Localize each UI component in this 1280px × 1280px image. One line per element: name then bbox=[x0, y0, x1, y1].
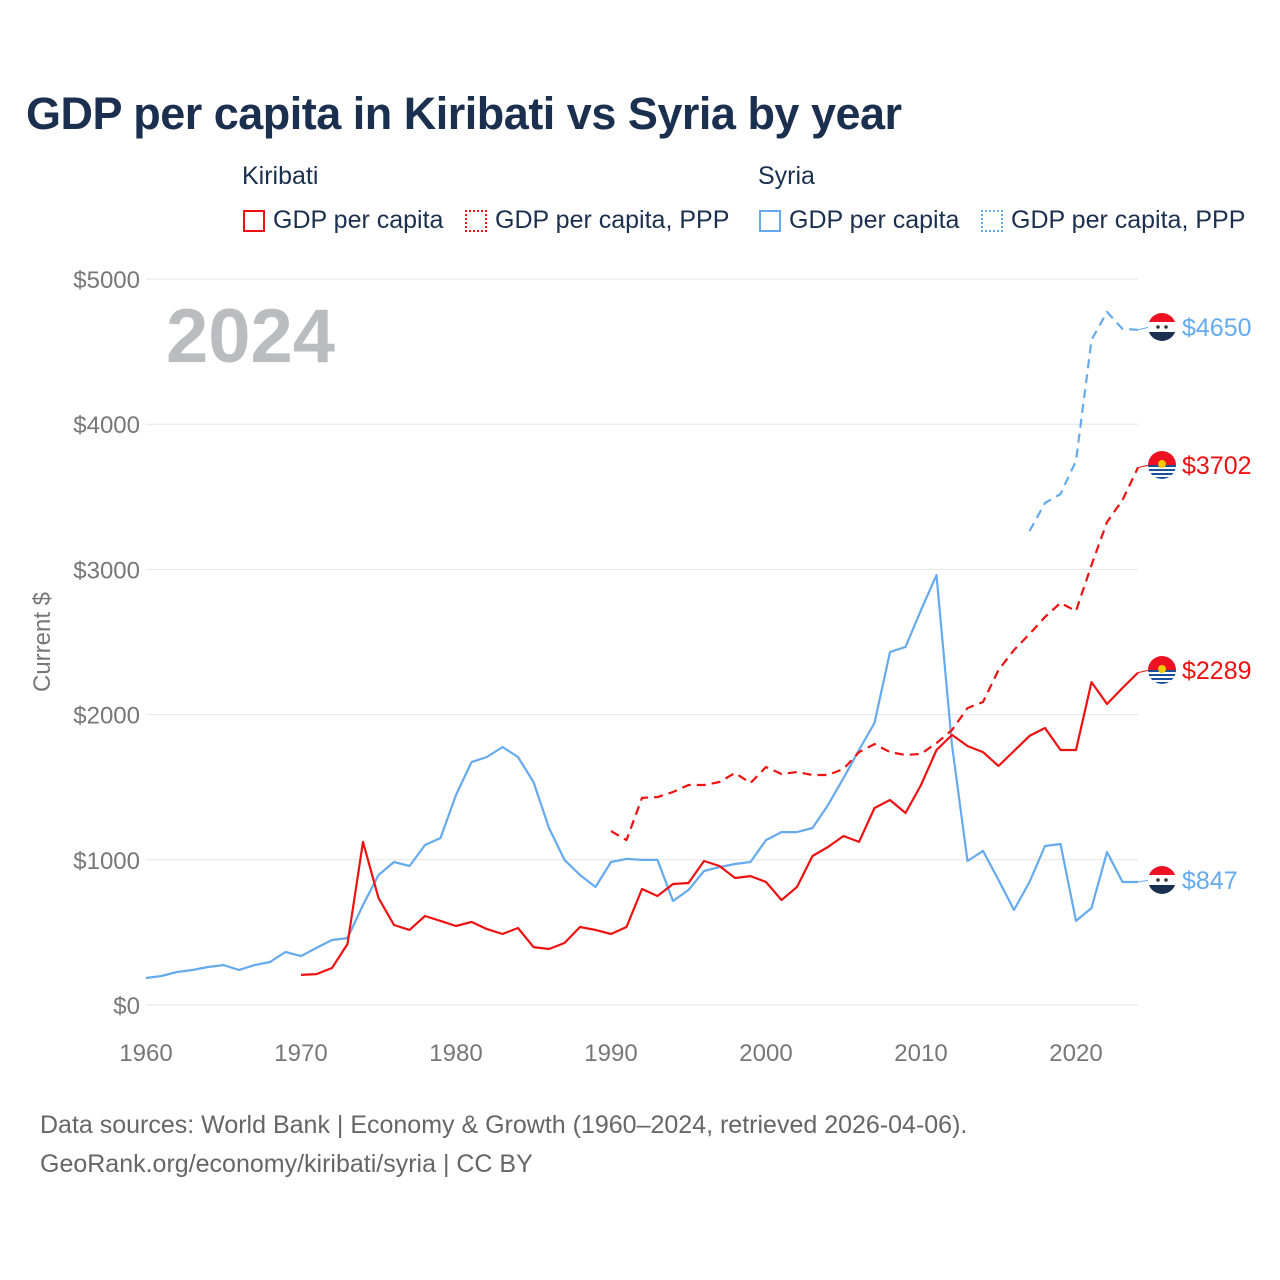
syria-flag-icon bbox=[1148, 866, 1176, 894]
y-tick-label: $0 bbox=[113, 993, 140, 1020]
end-value-label: $2289 bbox=[1182, 657, 1252, 685]
y-tick-label: $5000 bbox=[73, 267, 140, 294]
year-watermark: 2024 bbox=[166, 294, 335, 379]
series-line bbox=[300, 671, 1139, 976]
legend-group-syria: Syria bbox=[758, 162, 815, 190]
legend-item-kiribati-gdp[interactable]: GDP per capita bbox=[243, 206, 443, 235]
legend-swatch-dotted bbox=[981, 209, 1003, 232]
end-value-label: $3702 bbox=[1182, 452, 1252, 480]
series-line bbox=[145, 573, 1138, 980]
x-tick-label: 1960 bbox=[119, 1040, 172, 1067]
legend-item-syria-gdp[interactable]: GDP per capita bbox=[759, 206, 959, 235]
y-tick-label: $4000 bbox=[73, 412, 140, 439]
y-axis-label: Current $ bbox=[29, 592, 56, 692]
footer: Data sources: World Bank | Economy & Gro… bbox=[40, 1106, 967, 1184]
x-tick-label: 1990 bbox=[584, 1040, 637, 1067]
end-value-label: $847 bbox=[1182, 867, 1238, 895]
x-tick-label: 1980 bbox=[429, 1040, 482, 1067]
legend-swatch-dotted bbox=[465, 209, 487, 232]
legend-label: GDP per capita, PPP bbox=[1011, 206, 1246, 234]
x-tick-label: 2020 bbox=[1049, 1040, 1102, 1067]
x-tick-label: 1970 bbox=[274, 1040, 327, 1067]
end-value-label: $4650 bbox=[1182, 314, 1252, 342]
kiribati-flag-icon bbox=[1148, 451, 1176, 479]
legend-swatch-solid bbox=[759, 209, 781, 232]
x-tick-label: 2000 bbox=[739, 1040, 792, 1067]
legend-group-kiribati: Kiribati bbox=[242, 162, 319, 190]
chart-title: GDP per capita in Kiribati vs Syria by y… bbox=[26, 88, 902, 139]
legend-label: GDP per capita, PPP bbox=[495, 206, 730, 234]
footer-sources: Data sources: World Bank | Economy & Gro… bbox=[40, 1111, 968, 1139]
y-tick-label: $3000 bbox=[73, 557, 140, 584]
footer-link[interactable]: GeoRank.org/economy/kiribati/syria | CC … bbox=[40, 1150, 533, 1178]
legend-label: GDP per capita bbox=[789, 206, 960, 234]
y-tick-label: $2000 bbox=[73, 703, 140, 730]
series-line bbox=[1028, 310, 1139, 532]
kiribati-flag-icon bbox=[1148, 656, 1176, 684]
end-connector bbox=[1137, 669, 1151, 674]
end-connector bbox=[1137, 879, 1151, 883]
legend-swatch-solid bbox=[243, 209, 265, 232]
end-connector bbox=[1137, 326, 1151, 331]
legend-label: GDP per capita bbox=[273, 206, 444, 234]
end-connector bbox=[1137, 464, 1151, 468]
legend-item-kiribati-ppp[interactable]: GDP per capita, PPP bbox=[465, 206, 729, 235]
legend-item-syria-ppp[interactable]: GDP per capita, PPP bbox=[981, 206, 1245, 235]
series-line bbox=[610, 467, 1139, 842]
x-tick-label: 2010 bbox=[894, 1040, 947, 1067]
y-tick-label: $1000 bbox=[73, 848, 140, 875]
syria-flag-icon bbox=[1148, 313, 1176, 341]
